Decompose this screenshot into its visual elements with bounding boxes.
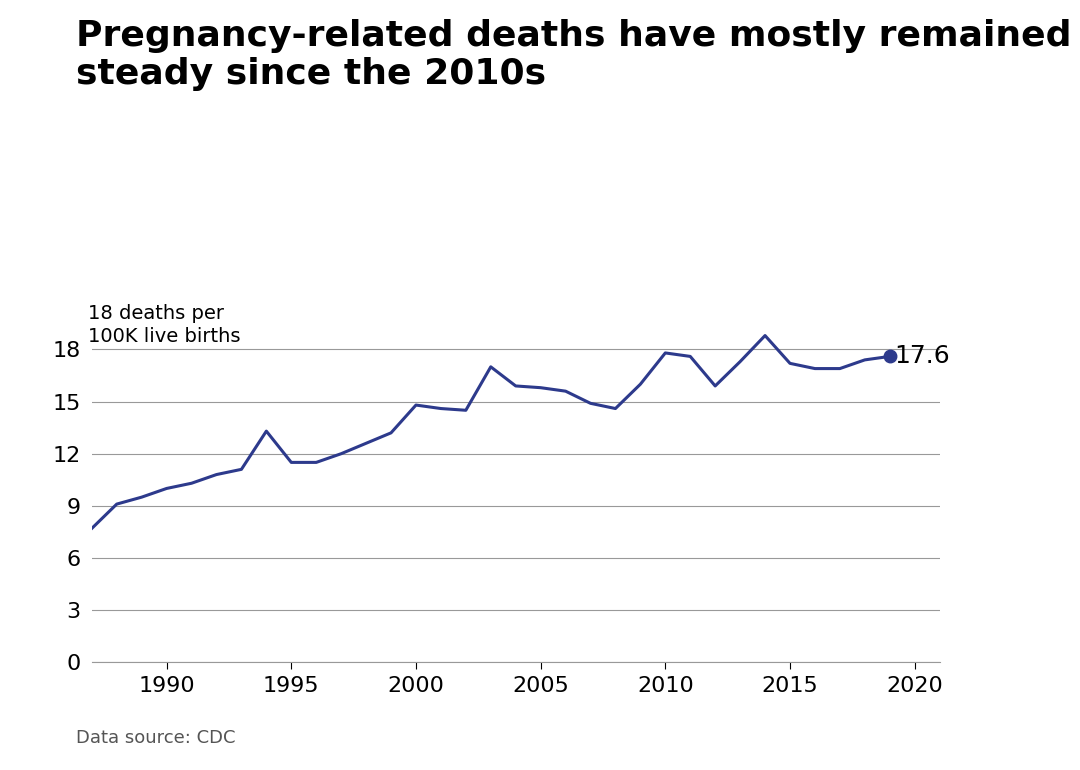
Text: 17.6: 17.6	[894, 344, 950, 368]
Text: Data source: CDC: Data source: CDC	[76, 729, 235, 747]
Text: Pregnancy-related deaths have mostly remained
steady since the 2010s: Pregnancy-related deaths have mostly rem…	[76, 19, 1071, 92]
Text: 18 deaths per
100K live births: 18 deaths per 100K live births	[87, 303, 240, 346]
